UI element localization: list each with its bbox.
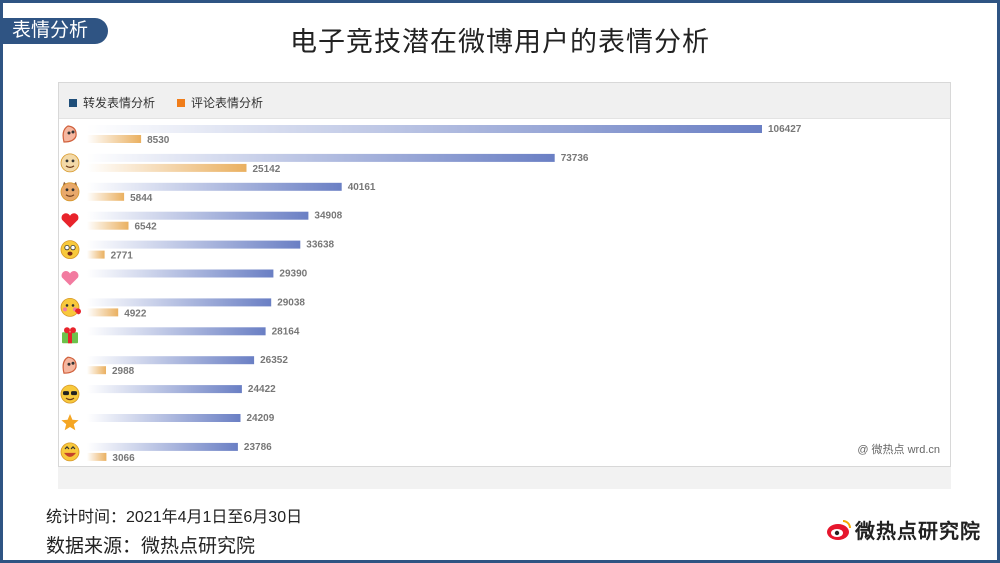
label-repost-gift: 28164 <box>272 326 300 337</box>
stat-time: 统计时间：2021年4月1日至6月30日 <box>46 509 303 526</box>
bar-repost-heart[interactable] <box>87 211 309 220</box>
bar-comment-cat[interactable] <box>87 192 125 201</box>
shy-face-icon <box>62 356 77 374</box>
bar-chart: 106427 8530 73736 25142 40161 5844 34908 6542 33… <box>60 124 802 464</box>
bar-comment-scared[interactable] <box>87 250 105 259</box>
brand-name: 微热点研究院 <box>855 521 981 543</box>
bar-repost-love[interactable] <box>87 269 274 278</box>
bar-comment-doge[interactable] <box>87 163 247 172</box>
label-repost-star: 24209 <box>247 413 275 424</box>
label-comment-blush: 4922 <box>124 308 147 319</box>
page-title: 电子竞技潜在微博用户的表情分析 <box>290 27 710 57</box>
label-comment-shy: 2988 <box>112 366 135 377</box>
legend-label-comment: 评论表情分析 <box>191 96 264 110</box>
bar-repost-cat[interactable] <box>87 182 342 191</box>
bar-repost-star[interactable] <box>87 414 241 422</box>
label-repost-scared: 33638 <box>306 240 334 251</box>
legend-label-repost: 转发表情分析 <box>83 96 156 110</box>
scared-face-icon <box>60 240 80 260</box>
label-repost-blush: 29038 <box>277 297 305 308</box>
label-repost-ROFL: 106427 <box>768 124 802 135</box>
label-repost-heart: 34908 <box>314 211 342 222</box>
label-comment-scared: 2771 <box>111 251 134 262</box>
label-comment-ROFL: 8530 <box>147 135 170 146</box>
bar-comment-shy[interactable] <box>87 366 106 375</box>
bar-repost-gift[interactable] <box>87 327 266 336</box>
label-comment-heart: 6542 <box>135 222 158 233</box>
data-source: 数据来源：微热点研究院 <box>46 536 256 557</box>
laughing-face-icon <box>62 125 77 143</box>
blush-face-icon <box>60 297 81 317</box>
label-repost-doge: 73736 <box>561 153 589 164</box>
doge-icon <box>60 153 80 173</box>
label-repost-cool: 24422 <box>248 384 276 395</box>
bar-comment-blush[interactable] <box>87 308 119 317</box>
label-comment-doge: 25142 <box>253 164 281 175</box>
bar-repost-cool[interactable] <box>87 385 242 394</box>
pink-heart-icon <box>61 271 79 286</box>
grin-face-icon <box>60 442 80 462</box>
sunglasses-face-icon <box>60 384 80 404</box>
star-icon <box>61 414 79 431</box>
section-tab: 表情分析 <box>0 18 108 44</box>
legend-item-comment[interactable]: 评论表情分析 <box>177 94 263 111</box>
chart-footer-bar <box>58 467 951 489</box>
gift-icon <box>62 327 78 344</box>
label-repost-shy: 26352 <box>260 355 288 366</box>
chart-container: 转发表情分析 评论表情分析 106427 8530 73736 25142 40161 5… <box>58 82 951 467</box>
weibo-eye-icon <box>827 519 851 540</box>
cat-face-icon <box>60 181 80 202</box>
red-heart-icon <box>61 213 79 228</box>
label-comment-cat: 5844 <box>130 193 153 204</box>
bar-repost-scared[interactable] <box>87 240 301 249</box>
bar-repost-doge[interactable] <box>87 153 555 162</box>
label-repost-laugh: 23786 <box>244 442 272 453</box>
bar-repost-blush[interactable] <box>87 298 272 307</box>
label-repost-cat: 40161 <box>348 182 376 193</box>
bar-repost-shy[interactable] <box>87 356 255 365</box>
bar-repost-ROFL[interactable] <box>87 125 762 133</box>
label-repost-love: 29390 <box>279 269 307 280</box>
legend-item-repost[interactable]: 转发表情分析 <box>69 94 155 111</box>
watermark: @ 微热点 wrd.cn <box>857 444 940 456</box>
bar-repost-laugh[interactable] <box>87 442 238 451</box>
bar-comment-ROFL[interactable] <box>87 135 142 143</box>
label-comment-laugh: 3066 <box>112 453 135 464</box>
bar-comment-laugh[interactable] <box>87 452 107 461</box>
chart-legend: 转发表情分析 评论表情分析 <box>59 83 950 119</box>
brand-logo: 微热点研究院 <box>826 515 981 544</box>
legend-swatch-repost <box>69 98 77 107</box>
bar-comment-heart[interactable] <box>87 221 129 230</box>
legend-swatch-comment <box>177 98 185 107</box>
